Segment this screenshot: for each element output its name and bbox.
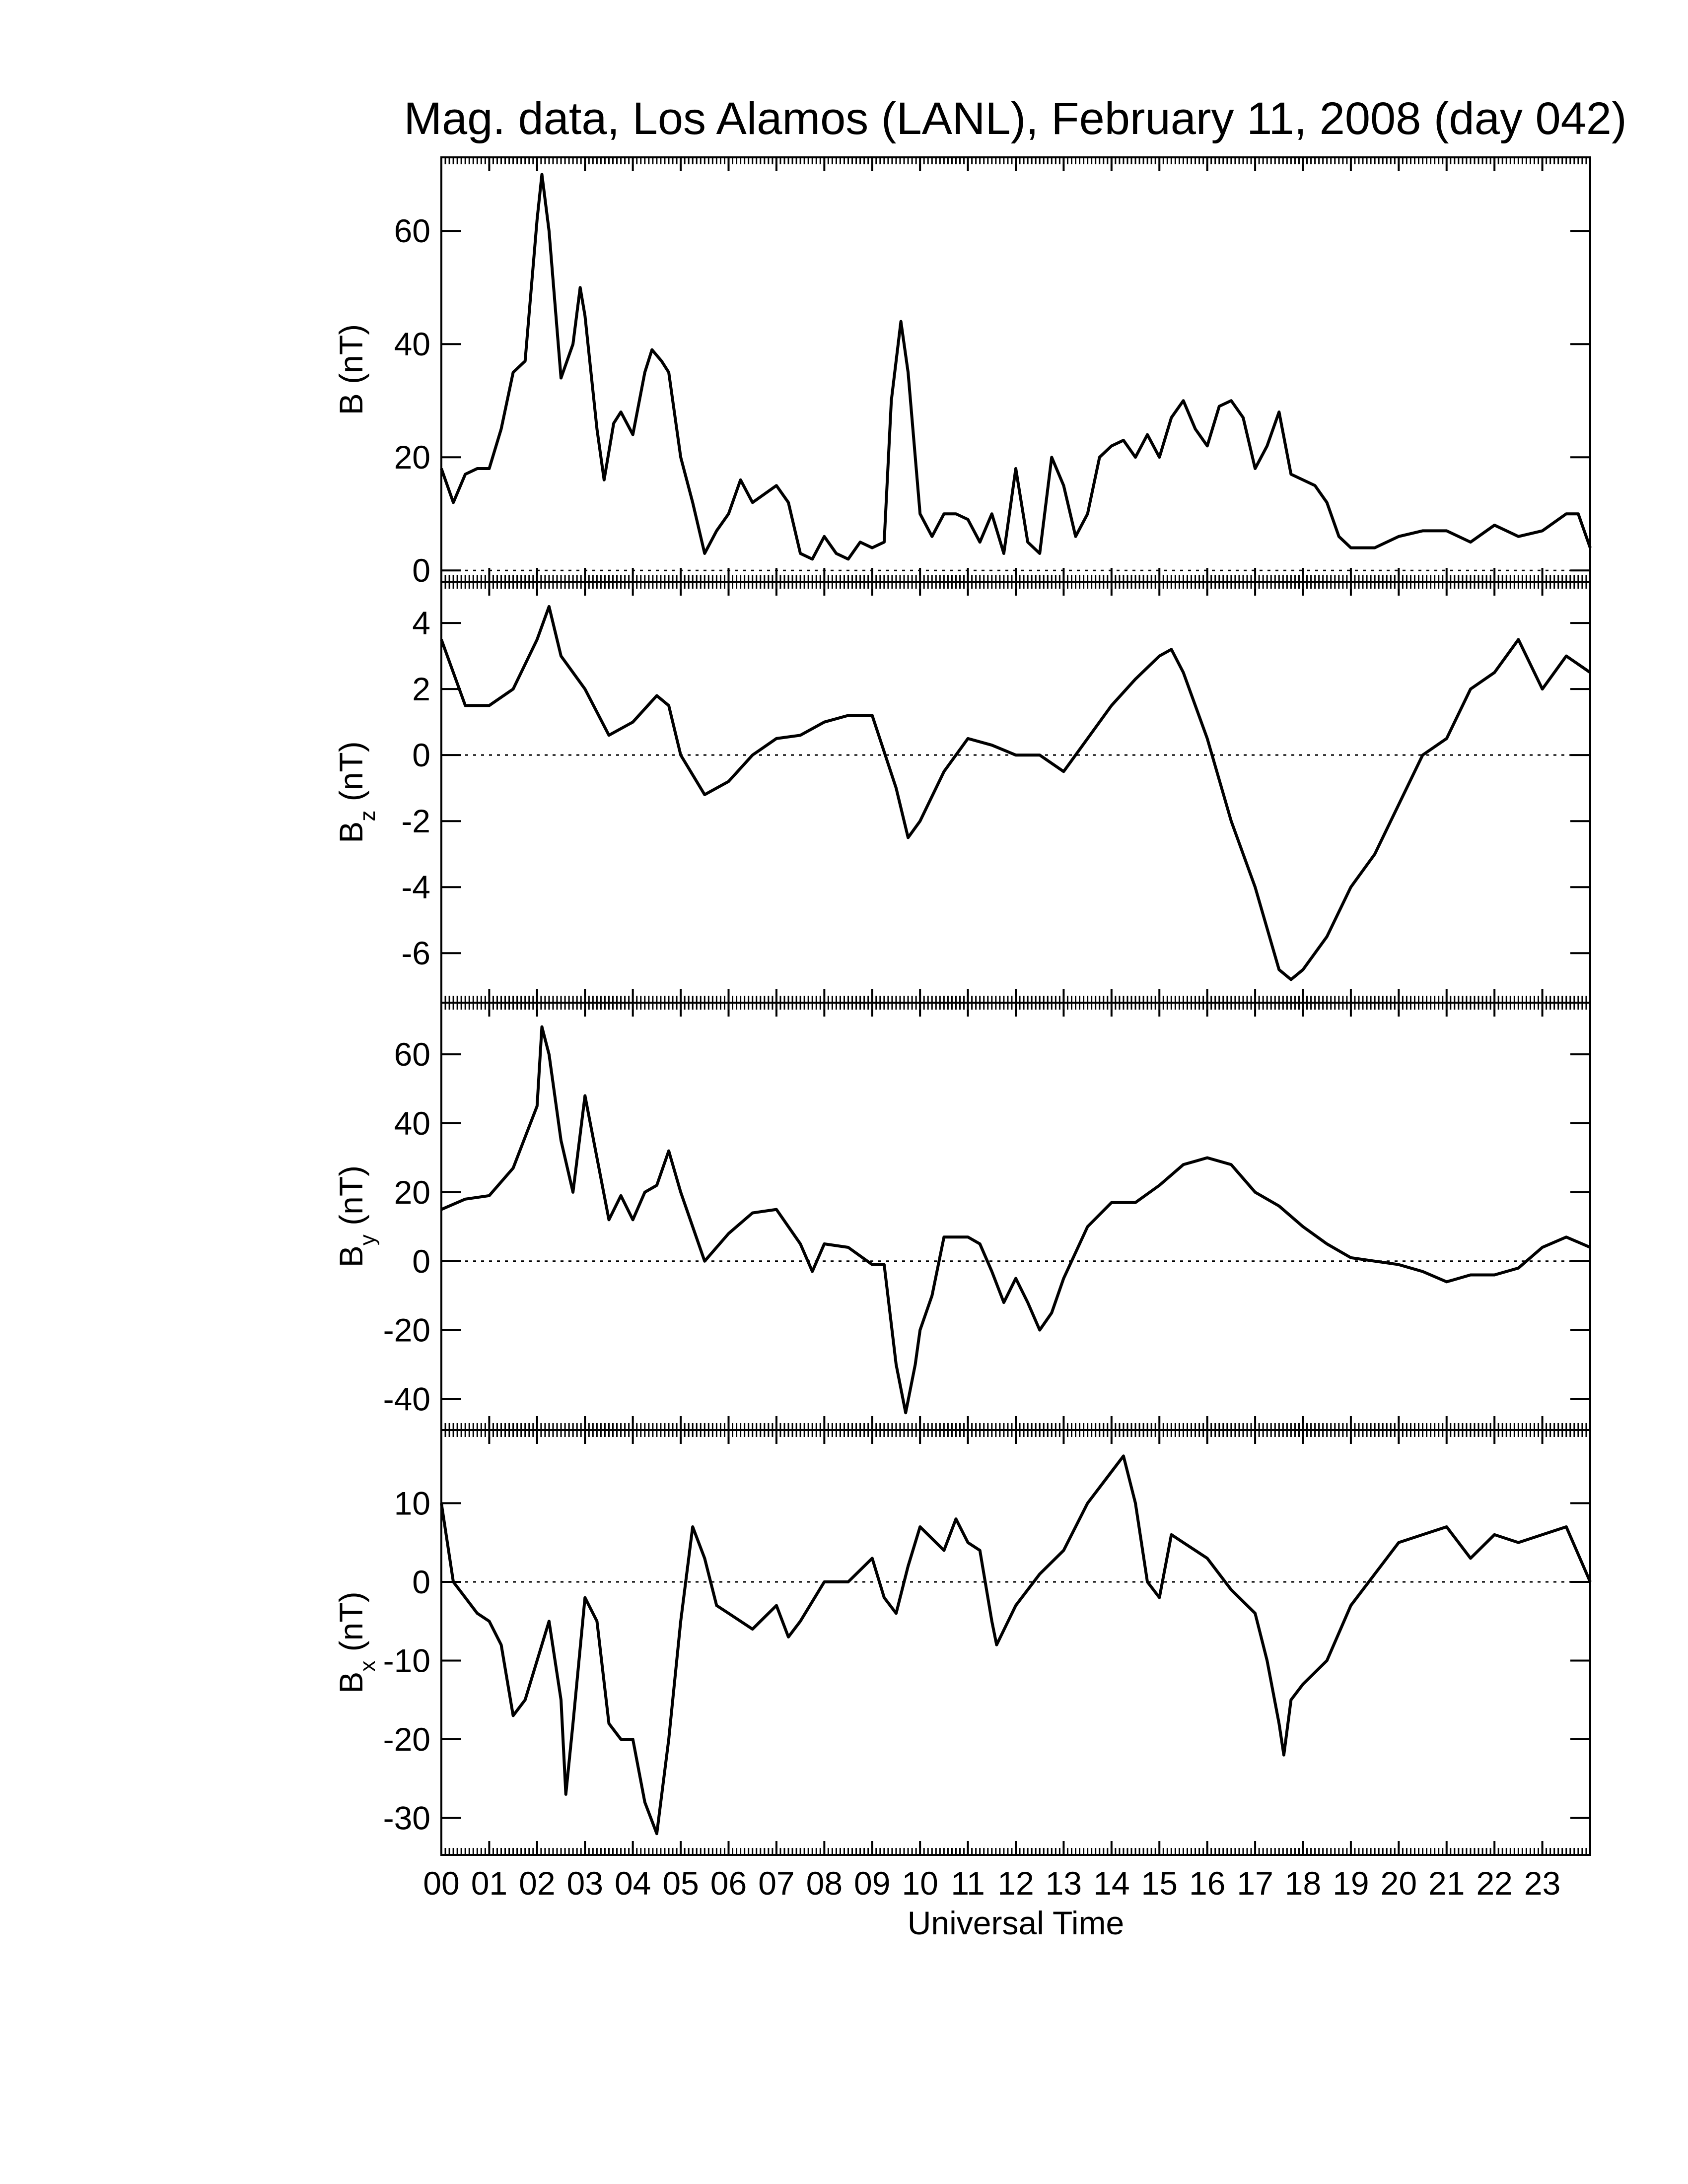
- y-tick-label: -4: [401, 869, 430, 905]
- x-tick-label: 03: [567, 1865, 603, 1902]
- y-label-space: [333, 384, 369, 393]
- y-tick-label: -20: [383, 1721, 430, 1758]
- chart-title: Mag. data, Los Alamos (LANL), February 1…: [404, 93, 1626, 144]
- x-tick-label: 09: [854, 1865, 890, 1902]
- y-tick-label: 0: [412, 1564, 430, 1600]
- x-tick-label: 17: [1237, 1865, 1273, 1902]
- x-tick-label: 19: [1333, 1865, 1369, 1902]
- x-tick-label: 21: [1428, 1865, 1465, 1902]
- x-tick-label: 22: [1476, 1865, 1512, 1902]
- y-tick-label: -6: [401, 935, 430, 971]
- y-tick-label: 10: [394, 1485, 430, 1521]
- y-tick-label: 0: [412, 552, 430, 589]
- y-tick-label: 60: [394, 1036, 430, 1073]
- y-tick-label: -20: [383, 1312, 430, 1349]
- y-tick-label: -2: [401, 803, 430, 839]
- y-label-sub: y: [355, 1234, 380, 1245]
- y-label-sub: x: [355, 1661, 380, 1672]
- y-tick-label: 2: [412, 671, 430, 707]
- y-label-main: B: [333, 1672, 369, 1694]
- y-label-space: [333, 1226, 369, 1234]
- y-label-main: B: [333, 1245, 369, 1267]
- x-tick-label: 13: [1046, 1865, 1082, 1902]
- y-tick-label: 0: [412, 737, 430, 773]
- x-tick-label: 11: [951, 1865, 985, 1902]
- x-tick-label: 23: [1524, 1865, 1560, 1902]
- y-label-unit: (nT): [333, 1165, 369, 1226]
- x-tick-label: 12: [997, 1865, 1034, 1902]
- x-tick-label: 16: [1189, 1865, 1225, 1902]
- x-tick-label: 06: [710, 1865, 747, 1902]
- x-tick-label: 04: [615, 1865, 651, 1902]
- y-tick-label: 0: [412, 1243, 430, 1280]
- y-label-sub: z: [355, 811, 380, 821]
- x-axis-label: Universal Time: [908, 1905, 1124, 1941]
- y-tick-label: 20: [394, 1174, 430, 1211]
- y-label-main: B: [333, 821, 369, 843]
- data-line: [440, 1025, 1591, 1415]
- x-tick-label: 00: [423, 1865, 459, 1902]
- x-tick-label: 07: [758, 1865, 794, 1902]
- y-tick-label: -30: [383, 1799, 430, 1836]
- data-line: [440, 173, 1592, 561]
- x-tick-label: 10: [902, 1865, 938, 1902]
- y-tick-label: 20: [394, 439, 430, 476]
- x-tick-label: 01: [471, 1865, 507, 1902]
- y-label-unit: (nT): [333, 1591, 369, 1651]
- y-tick-label: -10: [383, 1642, 430, 1679]
- y-tick-label: 40: [394, 1105, 430, 1142]
- data-line: [440, 1454, 1592, 1836]
- x-tick-label: 18: [1285, 1865, 1321, 1902]
- x-tick-label: 08: [806, 1865, 843, 1902]
- y-label-space: [333, 801, 369, 810]
- x-tick-label: 05: [662, 1865, 699, 1902]
- x-tick-label: 20: [1381, 1865, 1417, 1902]
- x-tick-label: 15: [1141, 1865, 1178, 1902]
- data-line: [440, 605, 1591, 981]
- y-tick-label: 4: [412, 605, 430, 641]
- x-tick-label: 02: [519, 1865, 555, 1902]
- y-axis-label: B (nT): [333, 324, 369, 415]
- y-tick-label: 40: [394, 326, 430, 362]
- x-tick-label: 14: [1093, 1865, 1129, 1902]
- y-label-space: [333, 1651, 369, 1660]
- y-axis-label: By (nT): [333, 1165, 380, 1267]
- y-tick-label: 60: [394, 212, 430, 249]
- y-tick-label: -40: [383, 1381, 430, 1418]
- y-label-unit: (nT): [333, 741, 369, 801]
- y-axis-label: Bz (nT): [333, 741, 380, 843]
- y-label-unit: (nT): [333, 324, 369, 384]
- y-axis-label: Bx (nT): [333, 1591, 380, 1693]
- y-label-main: B: [333, 393, 369, 415]
